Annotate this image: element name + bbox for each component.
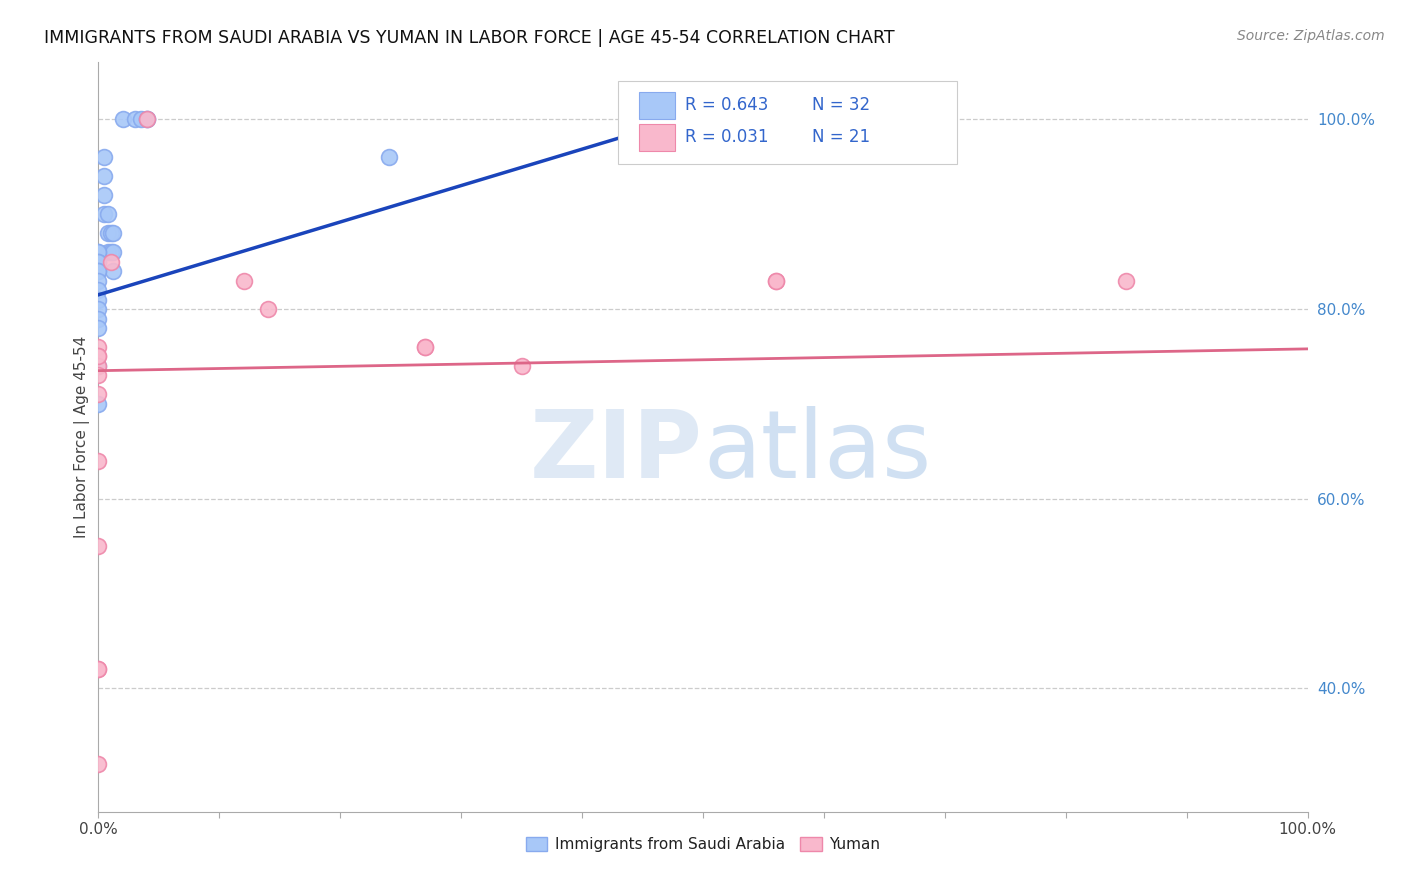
Point (87, 245, 110, 260)
Point (87, 663, 110, 677)
Point (87, 350, 110, 364)
Text: R = 0.031: R = 0.031 (685, 128, 768, 146)
Point (124, 112, 146, 127)
Point (97, 245, 120, 260)
Point (100, 254, 122, 268)
Point (87, 359, 110, 373)
Point (87, 245, 110, 260)
Point (510, 359, 533, 373)
Point (100, 245, 122, 260)
Point (129, 112, 152, 127)
Point (111, 112, 134, 127)
Point (232, 274, 254, 288)
Point (101, 226, 124, 240)
Point (87, 264, 110, 278)
Point (100, 226, 122, 240)
Point (87, 359, 110, 373)
Text: IMMIGRANTS FROM SAUDI ARABIA VS YUMAN IN LABOR FORCE | AGE 45-54 CORRELATION CHA: IMMIGRANTS FROM SAUDI ARABIA VS YUMAN IN… (44, 29, 894, 47)
FancyBboxPatch shape (619, 81, 957, 163)
FancyBboxPatch shape (638, 92, 675, 119)
Point (87, 368, 110, 383)
Point (87, 254, 110, 268)
Point (97, 207, 120, 221)
Point (93, 207, 115, 221)
Point (87, 293, 110, 307)
Point (87, 283, 110, 297)
Text: Source: ZipAtlas.com: Source: ZipAtlas.com (1237, 29, 1385, 43)
Point (93, 188, 115, 202)
Point (135, 112, 157, 127)
Point (87, 387, 110, 401)
Point (413, 340, 436, 354)
Legend: Immigrants from Saudi Arabia, Yuman: Immigrants from Saudi Arabia, Yuman (520, 830, 886, 858)
Point (101, 264, 124, 278)
Point (87, 397, 110, 411)
Point (87, 311, 110, 326)
Point (87, 454, 110, 468)
Point (93, 150, 115, 164)
Text: R = 0.643: R = 0.643 (685, 96, 768, 114)
Point (87, 539, 110, 553)
Text: N = 21: N = 21 (811, 128, 870, 146)
Y-axis label: In Labor Force | Age 45-54: In Labor Force | Age 45-54 (75, 336, 90, 538)
Point (93, 169, 115, 184)
Point (256, 301, 278, 316)
Point (87, 757, 110, 772)
Point (87, 274, 110, 288)
Point (1115, 274, 1137, 288)
Point (87, 301, 110, 316)
Point (87, 350, 110, 364)
Point (87, 254, 110, 268)
Point (765, 274, 787, 288)
Point (87, 663, 110, 677)
Point (135, 112, 157, 127)
Point (765, 274, 787, 288)
Point (97, 226, 120, 240)
Point (87, 340, 110, 354)
Text: N = 32: N = 32 (811, 96, 870, 114)
Point (413, 340, 436, 354)
FancyBboxPatch shape (638, 124, 675, 151)
Point (135, 112, 157, 127)
Text: atlas: atlas (703, 406, 931, 498)
Point (87, 264, 110, 278)
Text: ZIP: ZIP (530, 406, 703, 498)
Point (87, 321, 110, 335)
Point (101, 245, 124, 260)
Point (377, 150, 399, 164)
